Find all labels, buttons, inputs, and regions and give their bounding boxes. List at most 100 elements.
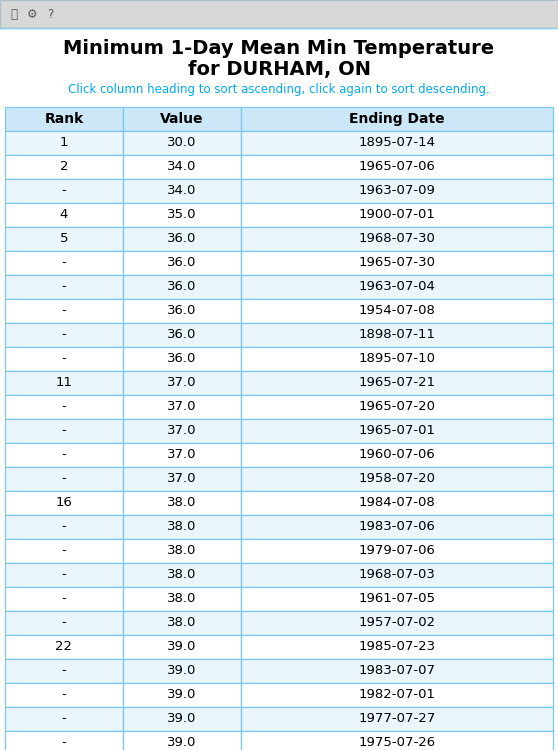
Text: ?: ? (47, 8, 53, 20)
Text: 1954-07-08: 1954-07-08 (358, 304, 435, 317)
Bar (123, 683, 240, 707)
Bar (5, 731, 123, 750)
Text: 39.0: 39.0 (167, 736, 196, 749)
Bar (123, 227, 240, 251)
Bar (240, 323, 553, 347)
Bar (123, 659, 240, 683)
Text: 38.0: 38.0 (167, 496, 196, 509)
Bar (240, 659, 553, 683)
Bar (240, 179, 553, 203)
Bar (123, 587, 240, 611)
Text: 1895-07-10: 1895-07-10 (358, 352, 435, 365)
Text: -: - (61, 352, 66, 365)
Text: 38.0: 38.0 (167, 544, 196, 557)
Bar (123, 251, 240, 275)
Text: -: - (61, 712, 66, 725)
Bar (240, 611, 553, 635)
Bar (240, 155, 553, 179)
Text: 1965-07-06: 1965-07-06 (358, 160, 435, 173)
Text: 39.0: 39.0 (167, 712, 196, 725)
Text: -: - (61, 664, 66, 677)
Text: 1975-07-26: 1975-07-26 (358, 736, 435, 749)
Bar (240, 203, 553, 227)
Bar (123, 467, 240, 491)
Text: ⚙: ⚙ (27, 8, 37, 20)
Bar (240, 227, 553, 251)
Bar (5, 659, 123, 683)
Bar (123, 203, 240, 227)
Text: 5: 5 (60, 232, 68, 245)
Text: 38.0: 38.0 (167, 592, 196, 605)
Bar (240, 731, 553, 750)
Text: for DURHAM, ON: for DURHAM, ON (187, 61, 371, 80)
Text: 2: 2 (60, 160, 68, 173)
Bar (5, 563, 123, 587)
Text: 37.0: 37.0 (167, 424, 196, 437)
Bar (5, 371, 123, 395)
Text: -: - (61, 304, 66, 317)
Text: -: - (61, 736, 66, 749)
Bar (5, 515, 123, 539)
Bar (123, 299, 240, 323)
Text: 36.0: 36.0 (167, 328, 196, 341)
Bar (5, 707, 123, 731)
Text: 37.0: 37.0 (167, 400, 196, 413)
Bar (240, 515, 553, 539)
Text: 30.0: 30.0 (167, 136, 196, 149)
Bar (123, 347, 240, 371)
Text: 37.0: 37.0 (167, 376, 196, 389)
Bar (5, 323, 123, 347)
Bar (5, 155, 123, 179)
Text: 36.0: 36.0 (167, 280, 196, 293)
Text: 11: 11 (55, 376, 73, 389)
Bar (240, 275, 553, 299)
Text: 1963-07-09: 1963-07-09 (358, 184, 435, 197)
Text: 34.0: 34.0 (167, 184, 196, 197)
Bar (123, 395, 240, 419)
Text: 1985-07-23: 1985-07-23 (358, 640, 435, 653)
Bar (5, 467, 123, 491)
Text: -: - (61, 424, 66, 437)
Bar (240, 251, 553, 275)
Bar (5, 203, 123, 227)
Text: 1983-07-07: 1983-07-07 (358, 664, 435, 677)
Bar (240, 707, 553, 731)
Bar (123, 419, 240, 443)
Bar (240, 563, 553, 587)
Bar (5, 179, 123, 203)
Bar (123, 515, 240, 539)
Text: -: - (61, 280, 66, 293)
Text: 39.0: 39.0 (167, 664, 196, 677)
Text: -: - (61, 256, 66, 269)
Bar (240, 467, 553, 491)
Bar (5, 491, 123, 515)
Text: -: - (61, 184, 66, 197)
Bar (5, 347, 123, 371)
Bar (123, 707, 240, 731)
Text: 1965-07-01: 1965-07-01 (358, 424, 435, 437)
Bar (240, 131, 553, 155)
Bar (5, 635, 123, 659)
Text: -: - (61, 520, 66, 533)
Bar (123, 179, 240, 203)
Bar (5, 251, 123, 275)
Text: Minimum 1-Day Mean Min Temperature: Minimum 1-Day Mean Min Temperature (64, 38, 494, 58)
Bar (240, 491, 553, 515)
Bar (240, 107, 553, 131)
Bar (5, 227, 123, 251)
Bar (123, 323, 240, 347)
Bar (240, 299, 553, 323)
Text: -: - (61, 688, 66, 701)
Text: Rank: Rank (44, 112, 84, 126)
Bar (240, 683, 553, 707)
Text: 1957-07-02: 1957-07-02 (358, 616, 435, 629)
Bar (5, 587, 123, 611)
Bar (123, 731, 240, 750)
Text: -: - (61, 472, 66, 485)
Text: 38.0: 38.0 (167, 520, 196, 533)
Text: 35.0: 35.0 (167, 209, 196, 221)
Bar (240, 371, 553, 395)
Text: 1984-07-08: 1984-07-08 (358, 496, 435, 509)
Text: 16: 16 (55, 496, 73, 509)
Bar (240, 587, 553, 611)
